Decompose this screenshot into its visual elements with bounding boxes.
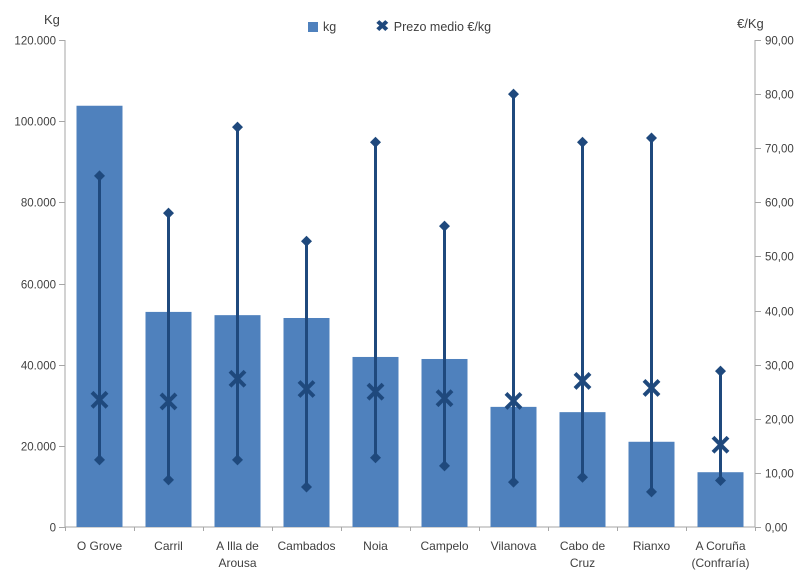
category-label: Rianxo [633,539,671,553]
price-extreme-diamond-marker [94,454,105,466]
left-tick-label: 20.000 [21,442,56,454]
bottom-axis-ticks [65,527,756,531]
right-axis-ticks: 0,00 10,00 20,00 30,00 40,00 50,00 60,00 70,00 8… [755,36,794,535]
legend-label-prezo-medio: Prezo medio €/kg [393,20,492,34]
price-extreme-diamond-marker [508,88,519,100]
price-series [90,88,730,498]
price-range-group [159,207,178,486]
avg-price-x-marker [504,392,523,410]
bar-series-swatch-icon [308,22,318,32]
avg-price-x-marker [435,389,454,408]
avg-price-x-marker [366,382,385,401]
category-label: Cambados [277,539,335,553]
left-tick-label: 100.000 [14,117,56,129]
right-tick-label: 90,00 [765,36,794,48]
price-extreme-diamond-marker [439,220,450,232]
category-label: Arousa [218,556,256,570]
right-tick-label: 70,00 [765,144,794,156]
legend-item-prezo-medio: ✖ Prezo medio €/kg [375,18,492,35]
price-extreme-diamond-marker [646,486,657,498]
price-extreme-diamond-marker [94,170,105,182]
price-extreme-diamond-marker [577,471,588,483]
price-range-group [90,170,109,466]
right-tick-label: 80,00 [765,90,794,102]
category-label: Noia [363,539,388,553]
left-axis-title: Kg [44,12,60,27]
right-tick-label: 30,00 [765,361,794,373]
price-extreme-diamond-marker [163,207,174,219]
avg-price-x-marker [159,392,178,411]
left-axis-ticks: 0 20.000 40.000 60.000 80.000 100.000 120.000 [14,36,65,535]
price-range-group [228,121,247,466]
price-extreme-diamond-marker [232,121,243,133]
avg-price-x-marker [297,380,316,398]
left-tick-label: 0 [50,523,56,535]
legend-label-kg: kg [323,20,337,34]
price-extreme-diamond-marker [646,132,657,144]
category-labels: O Grove Carril A Illa de Arousa Cambados Noia… [77,539,750,570]
price-range-group [642,132,661,498]
price-extreme-diamond-marker [301,481,312,493]
avg-price-x-marker [642,379,661,397]
price-extreme-diamond-marker [370,136,381,148]
category-label: Vilanova [491,539,537,553]
avg-price-x-marker [228,369,247,388]
avg-price-x-marker [711,435,730,454]
price-extreme-diamond-marker [439,460,450,472]
kg-bar-series [76,105,744,528]
legend-item-kg: kg [308,20,336,34]
category-label: (Confraría) [691,556,749,570]
price-extreme-diamond-marker [370,452,381,464]
price-extreme-diamond-marker [163,474,174,486]
category-label: Carril [154,539,183,553]
price-extreme-diamond-marker [577,136,588,148]
category-label: O Grove [77,539,123,553]
left-tick-label: 120.000 [14,36,56,48]
price-range-group [711,365,730,486]
x-marker-swatch-icon: ✖ [375,18,390,35]
price-extreme-diamond-marker [508,476,519,488]
right-tick-label: 0,00 [765,523,787,535]
left-tick-label: 80.000 [21,198,56,210]
price-extreme-diamond-marker [301,235,312,247]
price-extreme-diamond-marker [715,474,726,486]
price-extreme-diamond-marker [715,365,726,377]
left-tick-label: 40.000 [21,361,56,373]
category-label: Campelo [420,539,468,553]
price-range-group [504,88,523,488]
right-tick-label: 10,00 [765,469,794,481]
category-label: A Illa de [216,539,259,553]
right-tick-label: 60,00 [765,198,794,210]
price-range-group [297,235,316,493]
right-tick-label: 40,00 [765,307,794,319]
avg-price-x-marker [573,371,592,390]
category-label: Cruz [570,556,595,570]
right-tick-label: 20,00 [765,415,794,427]
category-label: A Coruña [695,539,745,553]
right-tick-label: 50,00 [765,252,794,264]
price-range-group [435,220,454,472]
price-range-group [573,136,592,483]
left-tick-label: 60.000 [21,280,56,292]
right-axis-title: €/Kg [737,16,764,31]
legend: kg ✖ Prezo medio €/kg [308,18,492,35]
price-extreme-diamond-marker [232,454,243,466]
price-range-group [366,136,385,464]
category-label: Cabo de [560,539,606,553]
avg-price-x-marker [90,390,109,409]
